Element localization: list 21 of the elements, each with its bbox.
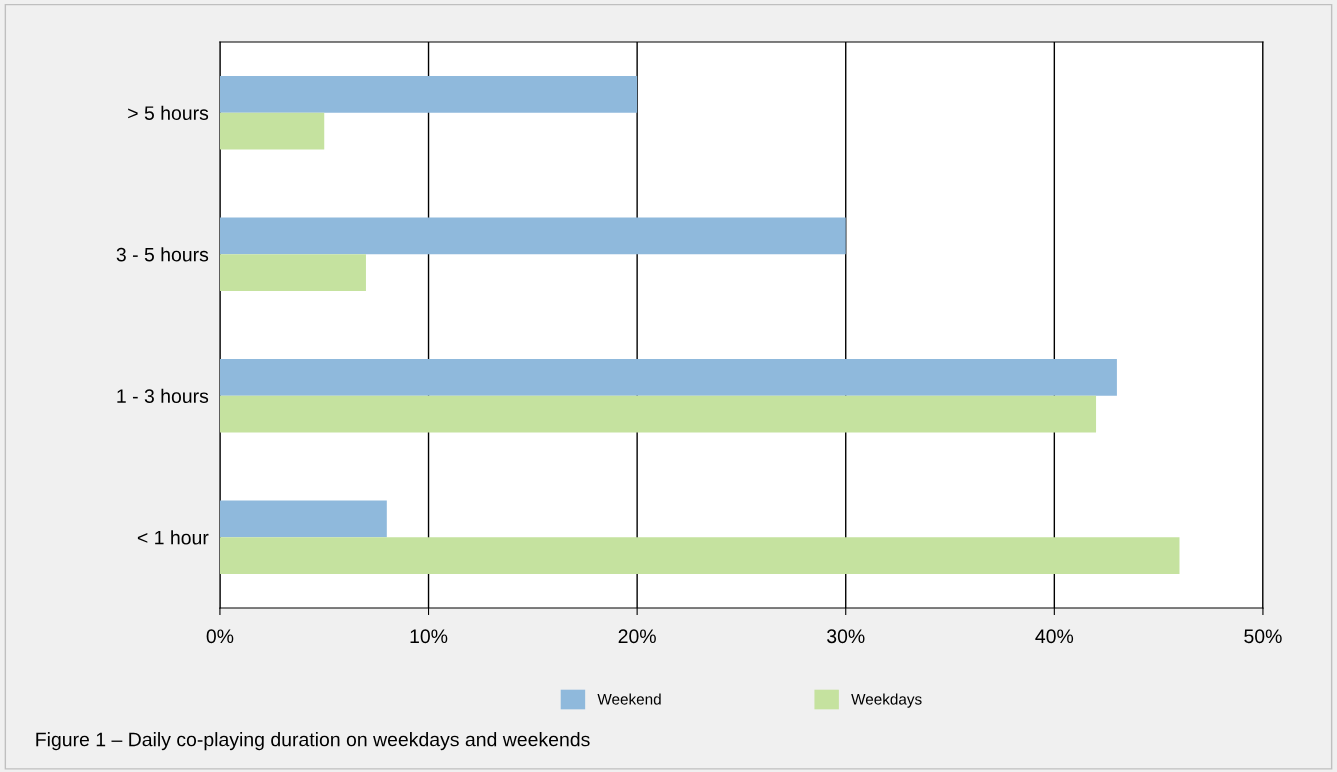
x-tick-label: 30% xyxy=(827,629,865,644)
x-tick-label: 10% xyxy=(410,629,448,644)
y-tick-label: 3 - 5 hours xyxy=(116,247,209,262)
legend-label: Weekend xyxy=(597,693,661,705)
bar xyxy=(219,395,1097,433)
legend-label: Weekdays xyxy=(851,693,922,708)
bar xyxy=(219,112,325,150)
x-tick-label: 0% xyxy=(206,629,234,644)
y-tick-label: 1 - 3 hours xyxy=(117,388,209,403)
bar xyxy=(219,254,366,292)
y-tick-label: > 5 hours xyxy=(128,105,209,120)
bar xyxy=(219,537,1180,575)
caption: Figure 1 – Daily co-playing duration on weekdays and weekends xyxy=(36,732,590,751)
bar xyxy=(219,75,638,113)
bar xyxy=(219,217,846,255)
y-tick-label: < 1 hour xyxy=(137,530,209,545)
x-tick-label: 50% xyxy=(1244,629,1282,644)
bar xyxy=(219,500,387,538)
x-tick-label: 40% xyxy=(1035,629,1074,644)
x-tick-label: 20% xyxy=(618,629,656,644)
bar xyxy=(219,358,1117,396)
